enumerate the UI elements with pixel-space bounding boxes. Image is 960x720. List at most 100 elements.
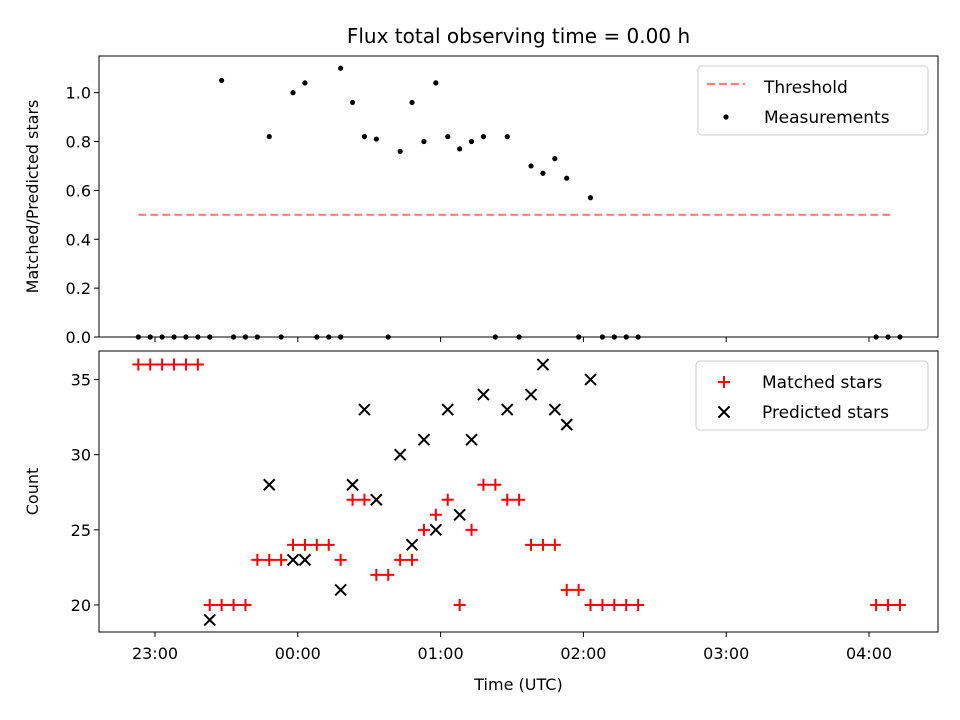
legend-measurement-swatch	[723, 114, 729, 120]
predicted-star-point	[358, 403, 371, 416]
measurement-point	[361, 134, 368, 140]
legend-label: Measurements	[764, 108, 890, 128]
measurement-point	[576, 334, 582, 340]
matched-star-point	[358, 493, 371, 506]
predicted-star-point	[286, 553, 300, 567]
matched-star-point	[596, 598, 609, 611]
measurement-point	[504, 134, 510, 140]
y-tick-label: 0.0	[66, 328, 91, 347]
matched-star-point	[322, 538, 335, 551]
measurement-point	[171, 334, 177, 340]
predicted-star-point	[346, 478, 359, 491]
y-tick-label: 0.6	[66, 181, 91, 200]
legend-box	[695, 360, 929, 431]
predicted-star-point	[370, 493, 383, 506]
measurement-point	[421, 138, 427, 145]
x-axis-label: Time (UTC)	[473, 675, 562, 694]
measurement-point	[219, 77, 225, 84]
matched-star-point	[536, 538, 549, 551]
y-tick-label: 20	[71, 596, 91, 615]
y-tick-label: 35	[71, 371, 91, 390]
matched-star-point	[191, 358, 204, 371]
y-tick-label: 1.0	[66, 84, 91, 103]
predicted-star-point	[465, 433, 478, 446]
matched-star-point	[465, 523, 478, 536]
predicted-star-point	[524, 388, 538, 401]
matched-star-point	[477, 478, 490, 491]
predicted-star-point	[477, 388, 490, 401]
ratio-panel: Flux total observing time = 0.00 h 0.0 0.2…	[23, 24, 939, 347]
matched-star-point	[156, 358, 169, 371]
measurement-point	[433, 80, 439, 86]
measurement-point	[183, 334, 189, 340]
matched-star-point	[334, 553, 347, 566]
matched-star-point	[417, 523, 430, 536]
x-tick-label: 01:00	[418, 644, 464, 663]
matched-star-point	[382, 568, 395, 581]
measurement-point	[147, 334, 153, 340]
matched-star-point	[632, 598, 645, 611]
predicted-star-point	[548, 403, 562, 416]
measurement-point	[480, 134, 487, 140]
matched-star-point	[370, 568, 383, 581]
count-panel: 20 25 30 35 23:00 00:00 01:00 02:00 03:00 04:00 Co…	[23, 350, 939, 694]
predicted-star-point	[536, 358, 550, 371]
matched-star-point	[608, 598, 621, 611]
measurement-point	[587, 195, 594, 201]
predicted-star-point	[453, 508, 466, 521]
measurement-point	[338, 334, 344, 340]
matched-star-point	[572, 583, 585, 596]
matched-star-point	[513, 493, 526, 506]
measurement-point	[338, 65, 344, 71]
measurement-point	[445, 134, 451, 140]
matched-star-point	[168, 358, 181, 371]
measurement-point	[516, 334, 522, 340]
measurement-point	[897, 334, 903, 340]
matched-star-point	[893, 598, 906, 611]
measurement-point	[159, 334, 165, 340]
matched-star-point	[489, 478, 502, 491]
matched-star-point	[429, 508, 442, 521]
matched-star-point	[406, 553, 419, 566]
legend: Threshold Measurements	[697, 65, 929, 136]
predicted-star-point	[203, 613, 216, 627]
predicted-star-point	[263, 478, 276, 491]
matched-star-point	[215, 598, 228, 611]
y-tick-label: 25	[71, 521, 91, 540]
matched-star-point	[525, 538, 538, 551]
measurement-point	[302, 80, 308, 86]
measurement-point	[599, 334, 606, 340]
measurement-point	[326, 334, 332, 340]
measurement-point	[266, 134, 272, 140]
matched-star-point	[298, 538, 311, 551]
measurement-point	[409, 99, 415, 106]
measurement-point	[468, 138, 475, 145]
x-tick-label: 04:00	[846, 644, 892, 663]
predicted-star-point	[334, 583, 347, 597]
legend-matched-swatch	[718, 376, 730, 388]
matched-star-point	[453, 598, 466, 611]
series-layer	[132, 358, 906, 627]
matched-star-point	[548, 538, 561, 551]
predicted-star-point	[298, 553, 312, 567]
predicted-star-point	[501, 403, 514, 416]
matched-star-point	[251, 553, 264, 566]
matched-star-point	[394, 553, 407, 566]
matched-star-point	[263, 553, 276, 566]
axes-frame	[98, 350, 939, 633]
matched-star-point	[882, 598, 895, 611]
chart-title: Flux total observing time = 0.00 h	[347, 24, 690, 48]
y-axis-label: Count	[23, 468, 42, 516]
measurement-point	[873, 334, 879, 340]
matched-star-point	[560, 583, 573, 596]
matched-star-point	[870, 598, 883, 611]
matched-star-point	[275, 553, 288, 566]
predicted-star-point	[441, 403, 454, 416]
predicted-star-point	[417, 433, 431, 446]
predicted-star-point	[393, 448, 407, 461]
predicted-star-point	[429, 523, 443, 537]
matched-star-point	[179, 358, 192, 371]
measurement-point	[528, 163, 534, 169]
matched-star-point	[144, 358, 157, 371]
